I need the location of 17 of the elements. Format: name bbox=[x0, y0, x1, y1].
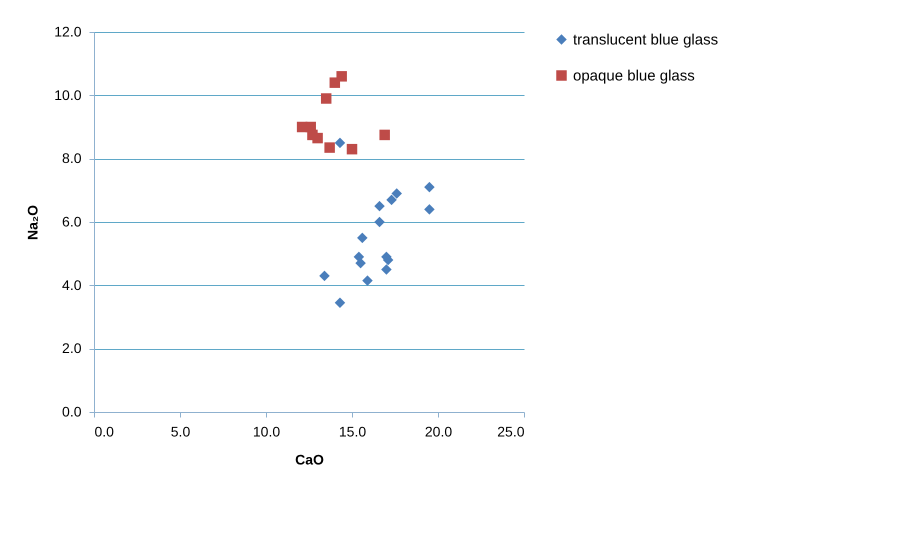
y-axis-title: Na₂O bbox=[24, 204, 40, 240]
y-tick-label: 8.0 bbox=[62, 150, 82, 166]
y-tick-label: 12.0 bbox=[54, 24, 82, 40]
y-tick-label: 4.0 bbox=[62, 276, 82, 293]
x-tick-label: 5.0 bbox=[170, 424, 190, 440]
y-tick-label: 0.0 bbox=[62, 404, 82, 420]
x-tick-label: 25.0 bbox=[497, 424, 525, 440]
x-tick-label: 15.0 bbox=[338, 424, 366, 440]
x-tick-label: 0.0 bbox=[94, 424, 114, 440]
x-axis-title: CaO bbox=[295, 452, 324, 468]
legend-label: opaque blue glass bbox=[573, 68, 695, 84]
x-tick-label: 20.0 bbox=[424, 424, 452, 440]
y-tick-label: 10.0 bbox=[54, 86, 82, 103]
x-tick-label: 10.0 bbox=[252, 424, 280, 440]
y-tick-label: 6.0 bbox=[62, 214, 82, 230]
legend-label: translucent blue glass bbox=[573, 32, 718, 48]
y-tick-label: 2.0 bbox=[62, 340, 82, 356]
